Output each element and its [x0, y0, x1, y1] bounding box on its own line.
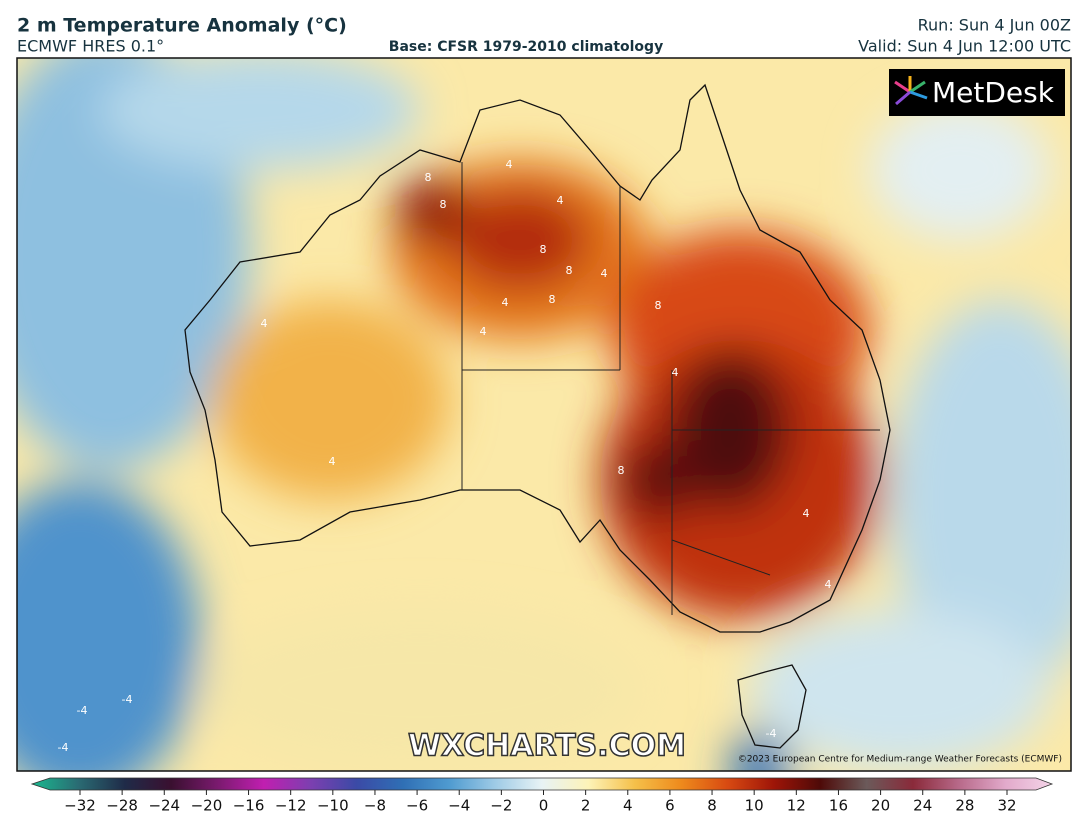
contour-label: 8: [440, 198, 447, 211]
contour-labels: 8 8 8 8 8 8 8 4 4 4 4 4 4 4 4 4 4 -4 -4 -4 -4: [58, 158, 832, 754]
colorbar-label: 16: [829, 797, 848, 815]
colorbar-label: 6: [665, 797, 675, 815]
colorbar-label: 2: [581, 797, 591, 815]
contour-label: 4: [825, 578, 832, 591]
tasmania-coastline: [737, 664, 807, 749]
map-frame: [16, 57, 1072, 772]
contour-label: 8: [549, 293, 556, 306]
logo-text: MetDesk: [932, 76, 1055, 109]
contour-label: -4: [58, 741, 69, 754]
colorbar-label: −12: [275, 797, 307, 815]
contour-label: 4: [601, 267, 608, 280]
colorbar-label: −16: [233, 797, 265, 815]
title: 2 m Temperature Anomaly (°C): [17, 15, 347, 37]
contour-label: 4: [502, 296, 509, 309]
colorbar-label: −28: [106, 797, 138, 815]
model: ECMWF HRES 0.1°: [17, 37, 164, 56]
colorbar-label: −10: [317, 797, 349, 815]
colorbar-label: −32: [64, 797, 96, 815]
contour-label: 8: [566, 264, 573, 277]
colorbar-label: 4: [623, 797, 633, 815]
colorbar: [30, 777, 1054, 791]
colorbar-label: 28: [955, 797, 974, 815]
valid: Valid: Sun 4 Jun 12:00 UTC: [858, 37, 1071, 56]
contour-label: 4: [557, 194, 564, 207]
colorbar-label: 32: [997, 797, 1016, 815]
logo-icon: [894, 76, 928, 106]
copyright: ©2023 European Centre for Medium-range W…: [738, 755, 1062, 765]
coastline: [184, 83, 891, 633]
contour-label: 8: [540, 243, 547, 256]
contour-label: 4: [480, 325, 487, 338]
contour-label: 8: [618, 464, 625, 477]
anomaly-field: [17, 58, 1071, 771]
colorbar-label: 24: [913, 797, 932, 815]
colorbar-label: −24: [148, 797, 180, 815]
contour-label: 4: [506, 158, 513, 171]
colorbar-label: 8: [707, 797, 717, 815]
colorbar-label: 10: [745, 797, 764, 815]
contour-label: 8: [655, 299, 662, 312]
contour-label: -4: [122, 693, 133, 706]
contour-label: 8: [425, 171, 432, 184]
colorbar-label: −8: [364, 797, 386, 815]
colorbar-label: 12: [787, 797, 806, 815]
colorbar-label: −6: [406, 797, 428, 815]
map: MetDesk WXCHARTS.COM ©2023 European Cent…: [17, 58, 1071, 771]
colorbar-ticks: −32 −28 −24 −20 −16 −12 −10 −8 −6 −4 −2 0 2 4 6 8 10 12 16…: [64, 790, 1017, 815]
contour-label: 4: [672, 366, 679, 379]
run: Run: Sun 4 Jun 00Z: [918, 16, 1071, 35]
contour-label: 4: [261, 317, 268, 330]
contour-label: 4: [329, 455, 336, 468]
colorbar-label: −2: [490, 797, 512, 815]
colorbar-label: −4: [448, 797, 470, 815]
base: Base: CFSR 1979-2010 climatology: [389, 39, 663, 55]
colorbar-label: 20: [871, 797, 890, 815]
colorbar-label: 0: [539, 797, 549, 815]
contour-label: -4: [766, 727, 777, 740]
contour-label: -4: [77, 704, 88, 717]
logo-box: [889, 69, 1065, 116]
colorbar-label: −20: [191, 797, 223, 815]
contour-label: 4: [803, 507, 810, 520]
state-borders: [461, 162, 880, 615]
watermark: WXCHARTS.COM: [408, 729, 686, 764]
